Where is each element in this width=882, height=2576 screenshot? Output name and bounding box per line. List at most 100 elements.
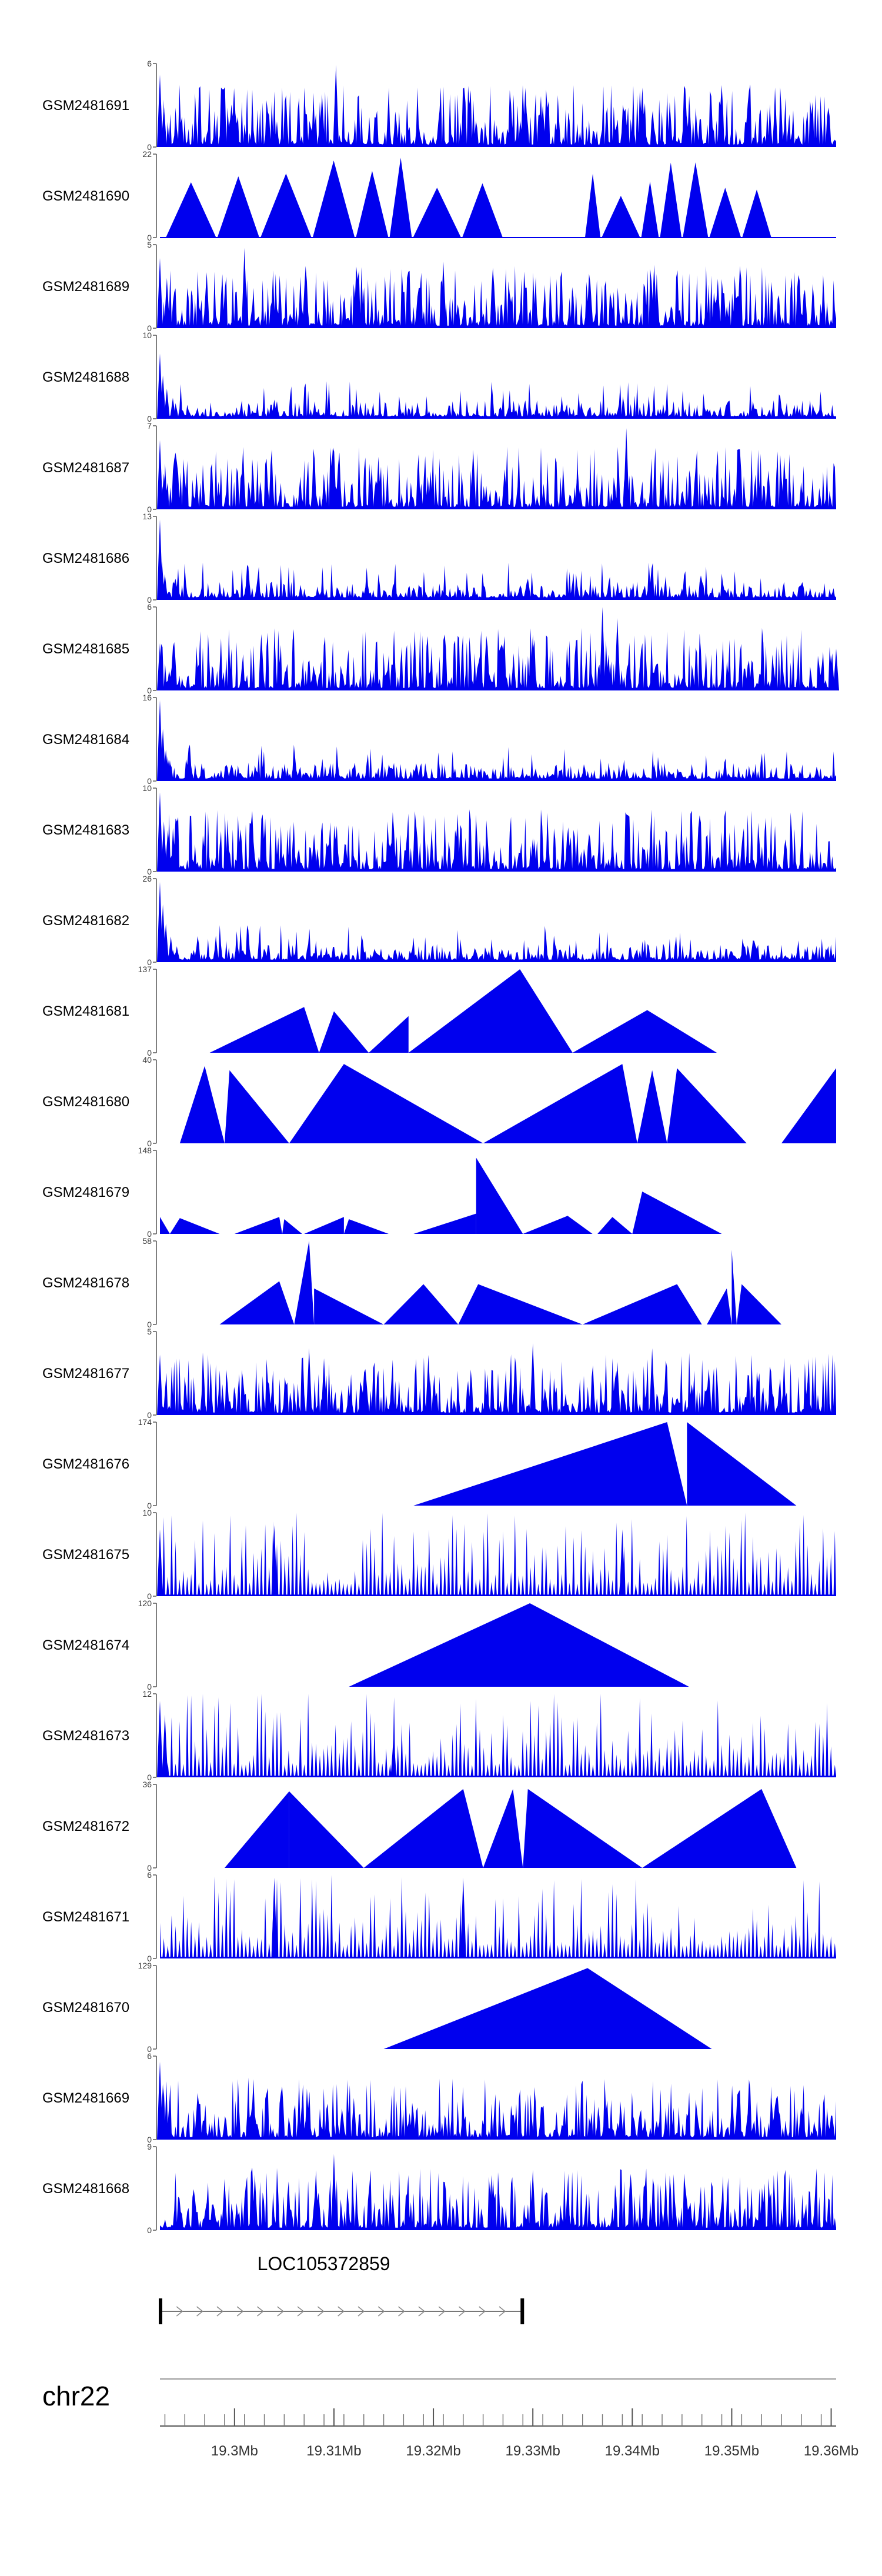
track-GSM2481688: GSM2481688 10 0	[42, 331, 836, 423]
track-label: GSM2481682	[42, 913, 129, 929]
y-tick-min: 0	[147, 2225, 152, 2235]
track-GSM2481673: GSM2481673 12 0	[42, 1689, 836, 1782]
signal-peak	[319, 94, 325, 147]
y-tick-max: 22	[142, 149, 152, 159]
signal-area	[160, 266, 836, 328]
y-tick-min: 0	[147, 1320, 152, 1329]
signal-peak	[343, 1219, 389, 1234]
track-GSM2481683: GSM2481683 10 0	[42, 783, 836, 876]
y-tick-max: 10	[142, 331, 152, 340]
y-tick-max: 13	[142, 512, 152, 521]
signal-peak	[619, 1529, 626, 1596]
signal-peak	[157, 258, 163, 328]
signal-peak	[356, 171, 389, 238]
y-tick-max: 16	[142, 693, 152, 702]
signal-area	[160, 446, 836, 509]
signal-peak	[641, 181, 659, 238]
gene-track: LOC105372859	[159, 2253, 524, 2324]
track-label: GSM2481683	[42, 822, 129, 838]
y-tick-max: 120	[138, 1599, 152, 1608]
y-tick-max: 129	[138, 1961, 152, 1970]
signal-peak	[584, 173, 601, 238]
gene-label: LOC105372859	[258, 2253, 390, 2274]
strand-arrow	[479, 2306, 486, 2317]
signal-area	[160, 1352, 836, 1415]
signal-peak	[833, 649, 839, 690]
track-GSM2481674: GSM2481674 120 0	[42, 1599, 689, 1691]
signal-peak	[168, 936, 174, 962]
signal-peak	[271, 1525, 278, 1596]
signal-peak	[425, 1354, 432, 1415]
signal-peak	[599, 607, 606, 690]
strand-arrow	[297, 2306, 305, 2317]
y-tick-max: 148	[138, 1146, 152, 1155]
signal-peak	[440, 261, 446, 328]
signal-peak	[311, 834, 318, 872]
y-tick-max: 6	[147, 59, 152, 68]
signal-peak	[162, 1714, 168, 1777]
track-label: GSM2481689	[42, 279, 129, 295]
signal-peak	[413, 1213, 476, 1234]
track-label: GSM2481676	[42, 1456, 129, 1472]
signal-peak	[163, 749, 169, 781]
y-tick-min: 0	[147, 1501, 152, 1510]
signal-peak	[224, 1070, 289, 1143]
signal-peak	[582, 1284, 702, 1324]
track-label: GSM2481673	[42, 1728, 129, 1744]
track-label: GSM2481686	[42, 550, 129, 566]
gene-start-exon	[159, 2298, 162, 2324]
signal-peak	[282, 1219, 302, 1234]
y-tick-min: 0	[147, 776, 152, 786]
signal-area	[160, 1694, 836, 1777]
strand-arrow	[277, 2306, 284, 2317]
signal-peak	[614, 1362, 620, 1415]
signal-peak	[306, 1348, 312, 1415]
signal-peak	[224, 1791, 289, 1868]
y-tick-max: 10	[142, 783, 152, 793]
y-tick-min: 0	[147, 1773, 152, 1782]
track-GSM2481681: GSM2481681 137 0	[42, 965, 717, 1057]
chromosome-axis: chr22 19.3Mb 19.31Mb 19.32Mb 19.33Mb 19.34Mb…	[42, 2378, 858, 2459]
y-tick-min: 0	[147, 1410, 152, 1420]
y-tick-max: 6	[147, 602, 152, 612]
signal-peak	[157, 440, 163, 509]
signal-peak	[623, 428, 630, 509]
signal-peak	[637, 1070, 667, 1143]
strand-arrow	[358, 2306, 365, 2317]
signal-peak	[683, 162, 709, 238]
track-GSM2481689: GSM2481689 5 0	[42, 240, 836, 333]
track-GSM2481668: GSM2481668 9 0	[42, 2142, 836, 2235]
y-tick-max: 6	[147, 1870, 152, 1880]
strand-arrow	[338, 2306, 345, 2317]
x-tick-label: 19.32Mb	[406, 2443, 460, 2459]
strand-arrow	[256, 2306, 264, 2317]
signal-peak	[289, 1791, 364, 1868]
y-tick-max: 58	[142, 1236, 152, 1246]
signal-peak	[632, 1192, 722, 1234]
signal-peak	[483, 1064, 637, 1143]
strand-arrow	[317, 2306, 325, 2317]
signal-peak	[163, 388, 170, 419]
track-GSM2481678: GSM2481678 58 0	[42, 1236, 781, 1329]
track-GSM2481684: GSM2481684 16 0	[42, 693, 836, 786]
y-tick-min: 0	[147, 1954, 152, 1963]
signal-peak	[161, 473, 167, 509]
y-tick-min: 0	[147, 867, 152, 876]
signal-peak	[166, 760, 173, 781]
signal-peak	[742, 189, 771, 238]
strand-arrow	[216, 2306, 224, 2317]
signal-peak	[602, 196, 640, 238]
track-label: GSM2481679	[42, 1184, 129, 1200]
signal-area	[160, 2077, 836, 2140]
x-tick-label: 19.36Mb	[804, 2443, 858, 2459]
track-label: GSM2481684	[42, 732, 129, 748]
signal-peak	[304, 1217, 344, 1234]
signal-peak	[161, 821, 167, 872]
signal-peak	[572, 1010, 717, 1053]
y-tick-max: 26	[142, 874, 152, 883]
signal-peak	[160, 1217, 170, 1234]
signal-peak	[540, 105, 546, 147]
signal-peak	[413, 1422, 687, 1506]
signal-peak	[363, 1788, 483, 1868]
strand-arrow	[377, 2306, 385, 2317]
